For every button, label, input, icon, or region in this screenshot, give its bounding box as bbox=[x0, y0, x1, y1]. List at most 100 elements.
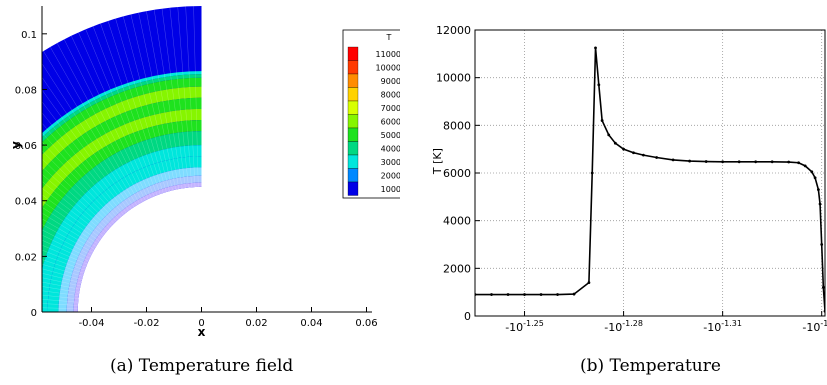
data-point bbox=[632, 151, 635, 155]
mesh-line bbox=[42, 158, 112, 226]
y-tick-label: 8000 bbox=[443, 119, 471, 132]
mesh-line bbox=[50, 46, 140, 204]
data-point bbox=[490, 293, 493, 296]
legend-label: 6000 bbox=[381, 118, 400, 127]
data-point bbox=[797, 161, 800, 165]
y-axis-label: T [K] bbox=[431, 148, 444, 175]
mesh-line bbox=[42, 290, 79, 296]
data-point bbox=[813, 176, 817, 180]
field-band-3 bbox=[42, 77, 202, 155]
legend-swatch bbox=[347, 154, 359, 169]
mesh-line bbox=[42, 268, 83, 280]
data-point bbox=[721, 160, 725, 164]
y-tick-label: 6000 bbox=[443, 167, 471, 180]
y-tick-label: 12000 bbox=[436, 24, 471, 37]
mesh-line bbox=[42, 281, 80, 290]
mesh-line bbox=[42, 150, 115, 224]
x-tick-label: -0.04 bbox=[79, 318, 105, 329]
y-tick-label: 0.08 bbox=[15, 85, 37, 96]
legend-label: 7000 bbox=[381, 104, 400, 113]
y-tick-label: 0 bbox=[464, 310, 471, 323]
mesh-line bbox=[100, 23, 161, 195]
mesh-line bbox=[43, 50, 138, 206]
y-tick-label: 0.06 bbox=[15, 141, 37, 152]
mesh-line bbox=[42, 187, 104, 236]
mesh-line bbox=[42, 132, 119, 220]
legend-swatch bbox=[347, 87, 359, 102]
legend-swatch bbox=[347, 73, 359, 88]
data-point bbox=[816, 188, 820, 192]
mesh-line bbox=[42, 122, 122, 217]
mesh-line bbox=[63, 39, 146, 201]
mesh-line bbox=[130, 14, 173, 191]
x-tick-label: -0.02 bbox=[134, 318, 160, 329]
mesh-line bbox=[115, 18, 167, 193]
data-point bbox=[704, 160, 708, 163]
mesh-line bbox=[42, 200, 100, 242]
field-band-4 bbox=[42, 86, 202, 172]
mesh-line bbox=[161, 8, 186, 188]
y-tick-label: 0 bbox=[31, 308, 37, 319]
data-point bbox=[590, 171, 594, 175]
legend-swatch bbox=[347, 127, 359, 142]
field-band-10 bbox=[47, 156, 202, 312]
x-axis-label: x [m] bbox=[635, 338, 664, 340]
mesh-line bbox=[42, 239, 89, 262]
data-point bbox=[641, 153, 645, 157]
x-tick-label: -10-1.28 bbox=[604, 319, 643, 334]
mesh-line bbox=[56, 42, 143, 203]
temperature-field-chart: -0.04 -0.02 0 0.02 0.04 0.06 0 0.02 0.04 0.06 0.08… bbox=[9, 6, 400, 339]
mesh-line bbox=[42, 307, 78, 309]
color-legend: T 11000 10000 9000 8000 7000 6000 5000 4000 3000 2… bbox=[342, 29, 400, 199]
data-point bbox=[820, 243, 824, 246]
mesh-line bbox=[177, 6, 192, 188]
mesh-line bbox=[42, 89, 129, 211]
data-point bbox=[594, 46, 597, 50]
legend-label: 10000 bbox=[376, 64, 400, 73]
mesh-line bbox=[169, 7, 189, 188]
mesh-line bbox=[123, 16, 170, 192]
legend-swatch bbox=[347, 141, 359, 156]
data-point bbox=[671, 158, 675, 162]
mesh-line bbox=[42, 299, 79, 303]
y-tick-label: 2000 bbox=[443, 262, 471, 275]
legend-label: 2000 bbox=[381, 172, 400, 181]
data-point bbox=[556, 293, 559, 296]
mesh-line bbox=[42, 212, 97, 247]
data-point bbox=[810, 170, 814, 174]
data-point bbox=[539, 293, 543, 296]
data-point bbox=[688, 159, 692, 163]
field-band-8 bbox=[42, 131, 202, 270]
data-point bbox=[787, 160, 791, 164]
legend-swatch bbox=[347, 46, 359, 61]
x-tick-label: -10-1.34 bbox=[802, 319, 827, 334]
temperature-profile-chart: 0 2000 4000 6000 8000 10000 12000 -10-1.25 -10-1… bbox=[431, 24, 827, 340]
mesh-line bbox=[42, 273, 82, 283]
mesh-line bbox=[42, 112, 124, 215]
y-axis-label: y bbox=[9, 141, 23, 149]
data-point bbox=[613, 141, 617, 145]
data-point bbox=[754, 160, 758, 164]
legend-swatch bbox=[347, 181, 359, 196]
x-tick-label: 0.02 bbox=[245, 318, 267, 329]
mesh-line bbox=[42, 194, 102, 239]
y-tick-label: 0.1 bbox=[21, 30, 37, 41]
data-point bbox=[655, 156, 659, 159]
mesh-line bbox=[42, 141, 117, 222]
mesh-line bbox=[78, 32, 152, 198]
field-band-11 bbox=[58, 167, 202, 312]
mesh-line bbox=[42, 173, 108, 231]
mesh-line bbox=[42, 263, 83, 277]
mesh-line bbox=[138, 12, 176, 190]
caption-temperature-profile: (b) Temperature bbox=[580, 356, 721, 376]
data-point bbox=[607, 133, 611, 137]
data-point bbox=[737, 160, 741, 164]
x-tick-label: -10-1.25 bbox=[505, 319, 544, 334]
mesh-line bbox=[42, 181, 106, 234]
mesh-line bbox=[71, 35, 149, 200]
mesh-line bbox=[185, 6, 196, 188]
legend-label: 1000 bbox=[381, 185, 400, 194]
mesh-line bbox=[42, 101, 127, 213]
x-axis-label: x bbox=[198, 325, 206, 339]
mesh-line bbox=[42, 294, 79, 300]
